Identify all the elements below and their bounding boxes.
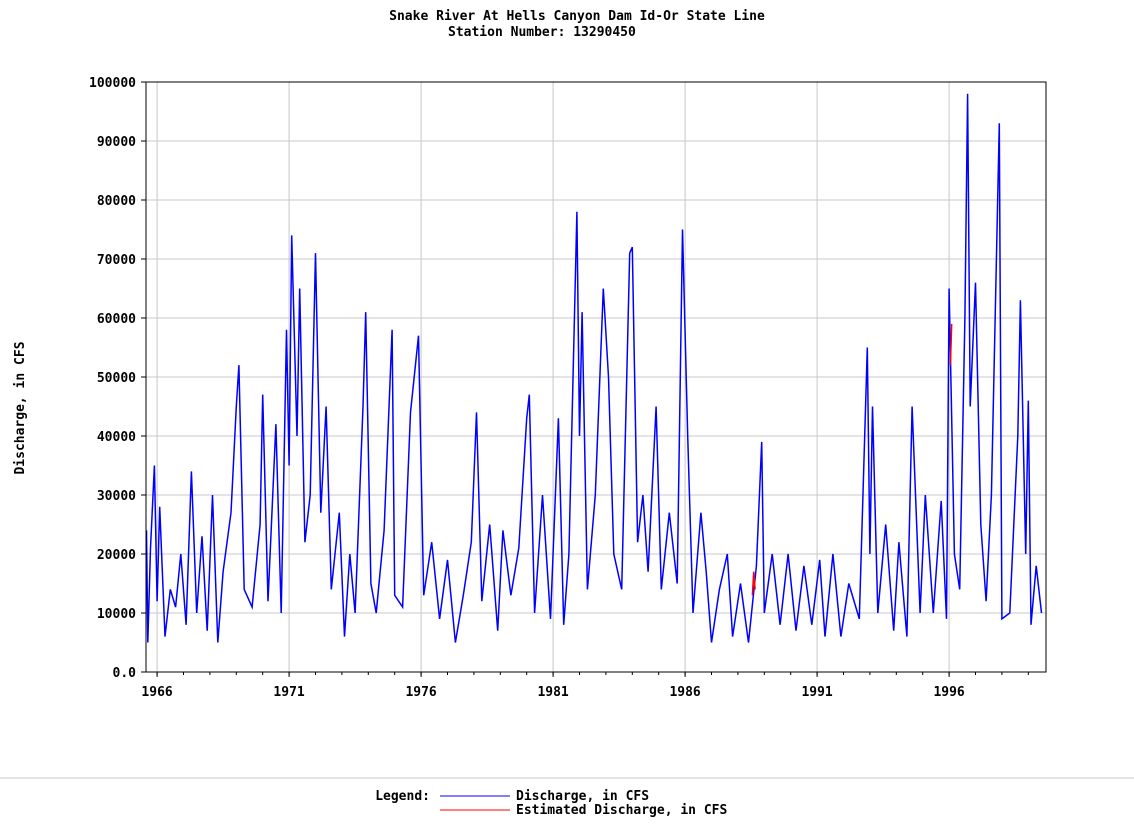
x-tick-label: 1981 [537,685,568,700]
y-tick-label: 0.0 [113,666,137,681]
chart-subtitle: Station Number: 13290450 [448,25,636,40]
y-tick-label: 50000 [97,371,136,386]
y-axis-label: Discharge, in CFS [13,341,28,474]
y-tick-label: 20000 [97,548,136,563]
legend-title: Legend: [375,789,430,804]
y-tick-label: 90000 [97,135,136,150]
x-tick-label: 1966 [141,685,172,700]
y-tick-label: 10000 [97,607,136,622]
y-tick-label: 70000 [97,253,136,268]
data-line [751,323,953,596]
x-tick-label: 1996 [933,685,964,700]
y-tick-label: 40000 [97,430,136,445]
x-tick-label: 1991 [801,685,832,700]
plot-frame [145,81,1047,673]
data-line [145,93,1043,643]
legend-label: Discharge, in CFS [516,789,649,804]
y-tick-label: 80000 [97,194,136,209]
x-tick-label: 1971 [273,685,304,700]
y-tick-label: 60000 [97,312,136,327]
chart-title: Snake River At Hells Canyon Dam Id-Or St… [389,9,765,24]
x-tick-label: 1976 [405,685,436,700]
legend-label: Estimated Discharge, in CFS [516,803,727,818]
x-tick-label: 1986 [669,685,700,700]
y-tick-label: 30000 [97,489,136,504]
y-tick-label: 100000 [89,76,136,91]
